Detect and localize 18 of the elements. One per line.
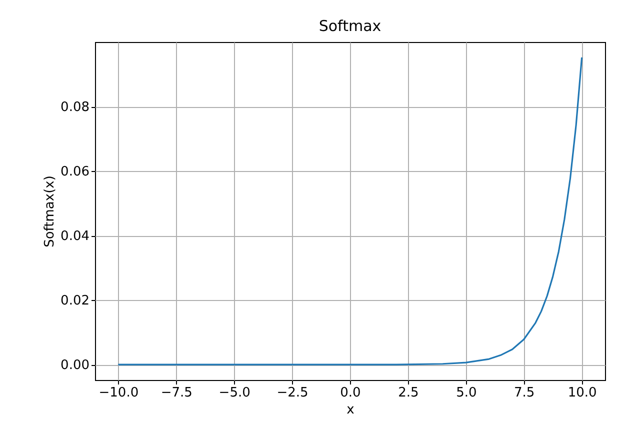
y-tick-label: 0.08 [60,100,90,116]
x-tick-label: 10.0 [568,386,597,400]
y-tick-label: 0.04 [60,229,90,244]
x-tick-label: −5.0 [218,386,250,400]
y-tick-label: 0.06 [60,164,90,180]
x-tick-label: 7.5 [514,386,535,400]
y-tick-label: 0.02 [60,294,90,309]
chart-title: Softmax [318,17,382,35]
x-tick-label: 5.0 [456,386,477,400]
x-tick-label: 0.0 [340,386,361,400]
x-tick-label: 2.5 [398,386,419,400]
x-tick-label: −7.5 [160,386,192,400]
x-axis-title: x [346,402,355,418]
x-tick-label: −2.5 [276,386,308,400]
y-axis-title: Softmax(x) [42,176,58,248]
line-series [117,56,583,366]
x-tick-label: −10.0 [98,386,139,400]
y-tick-label: 0.00 [60,358,90,374]
